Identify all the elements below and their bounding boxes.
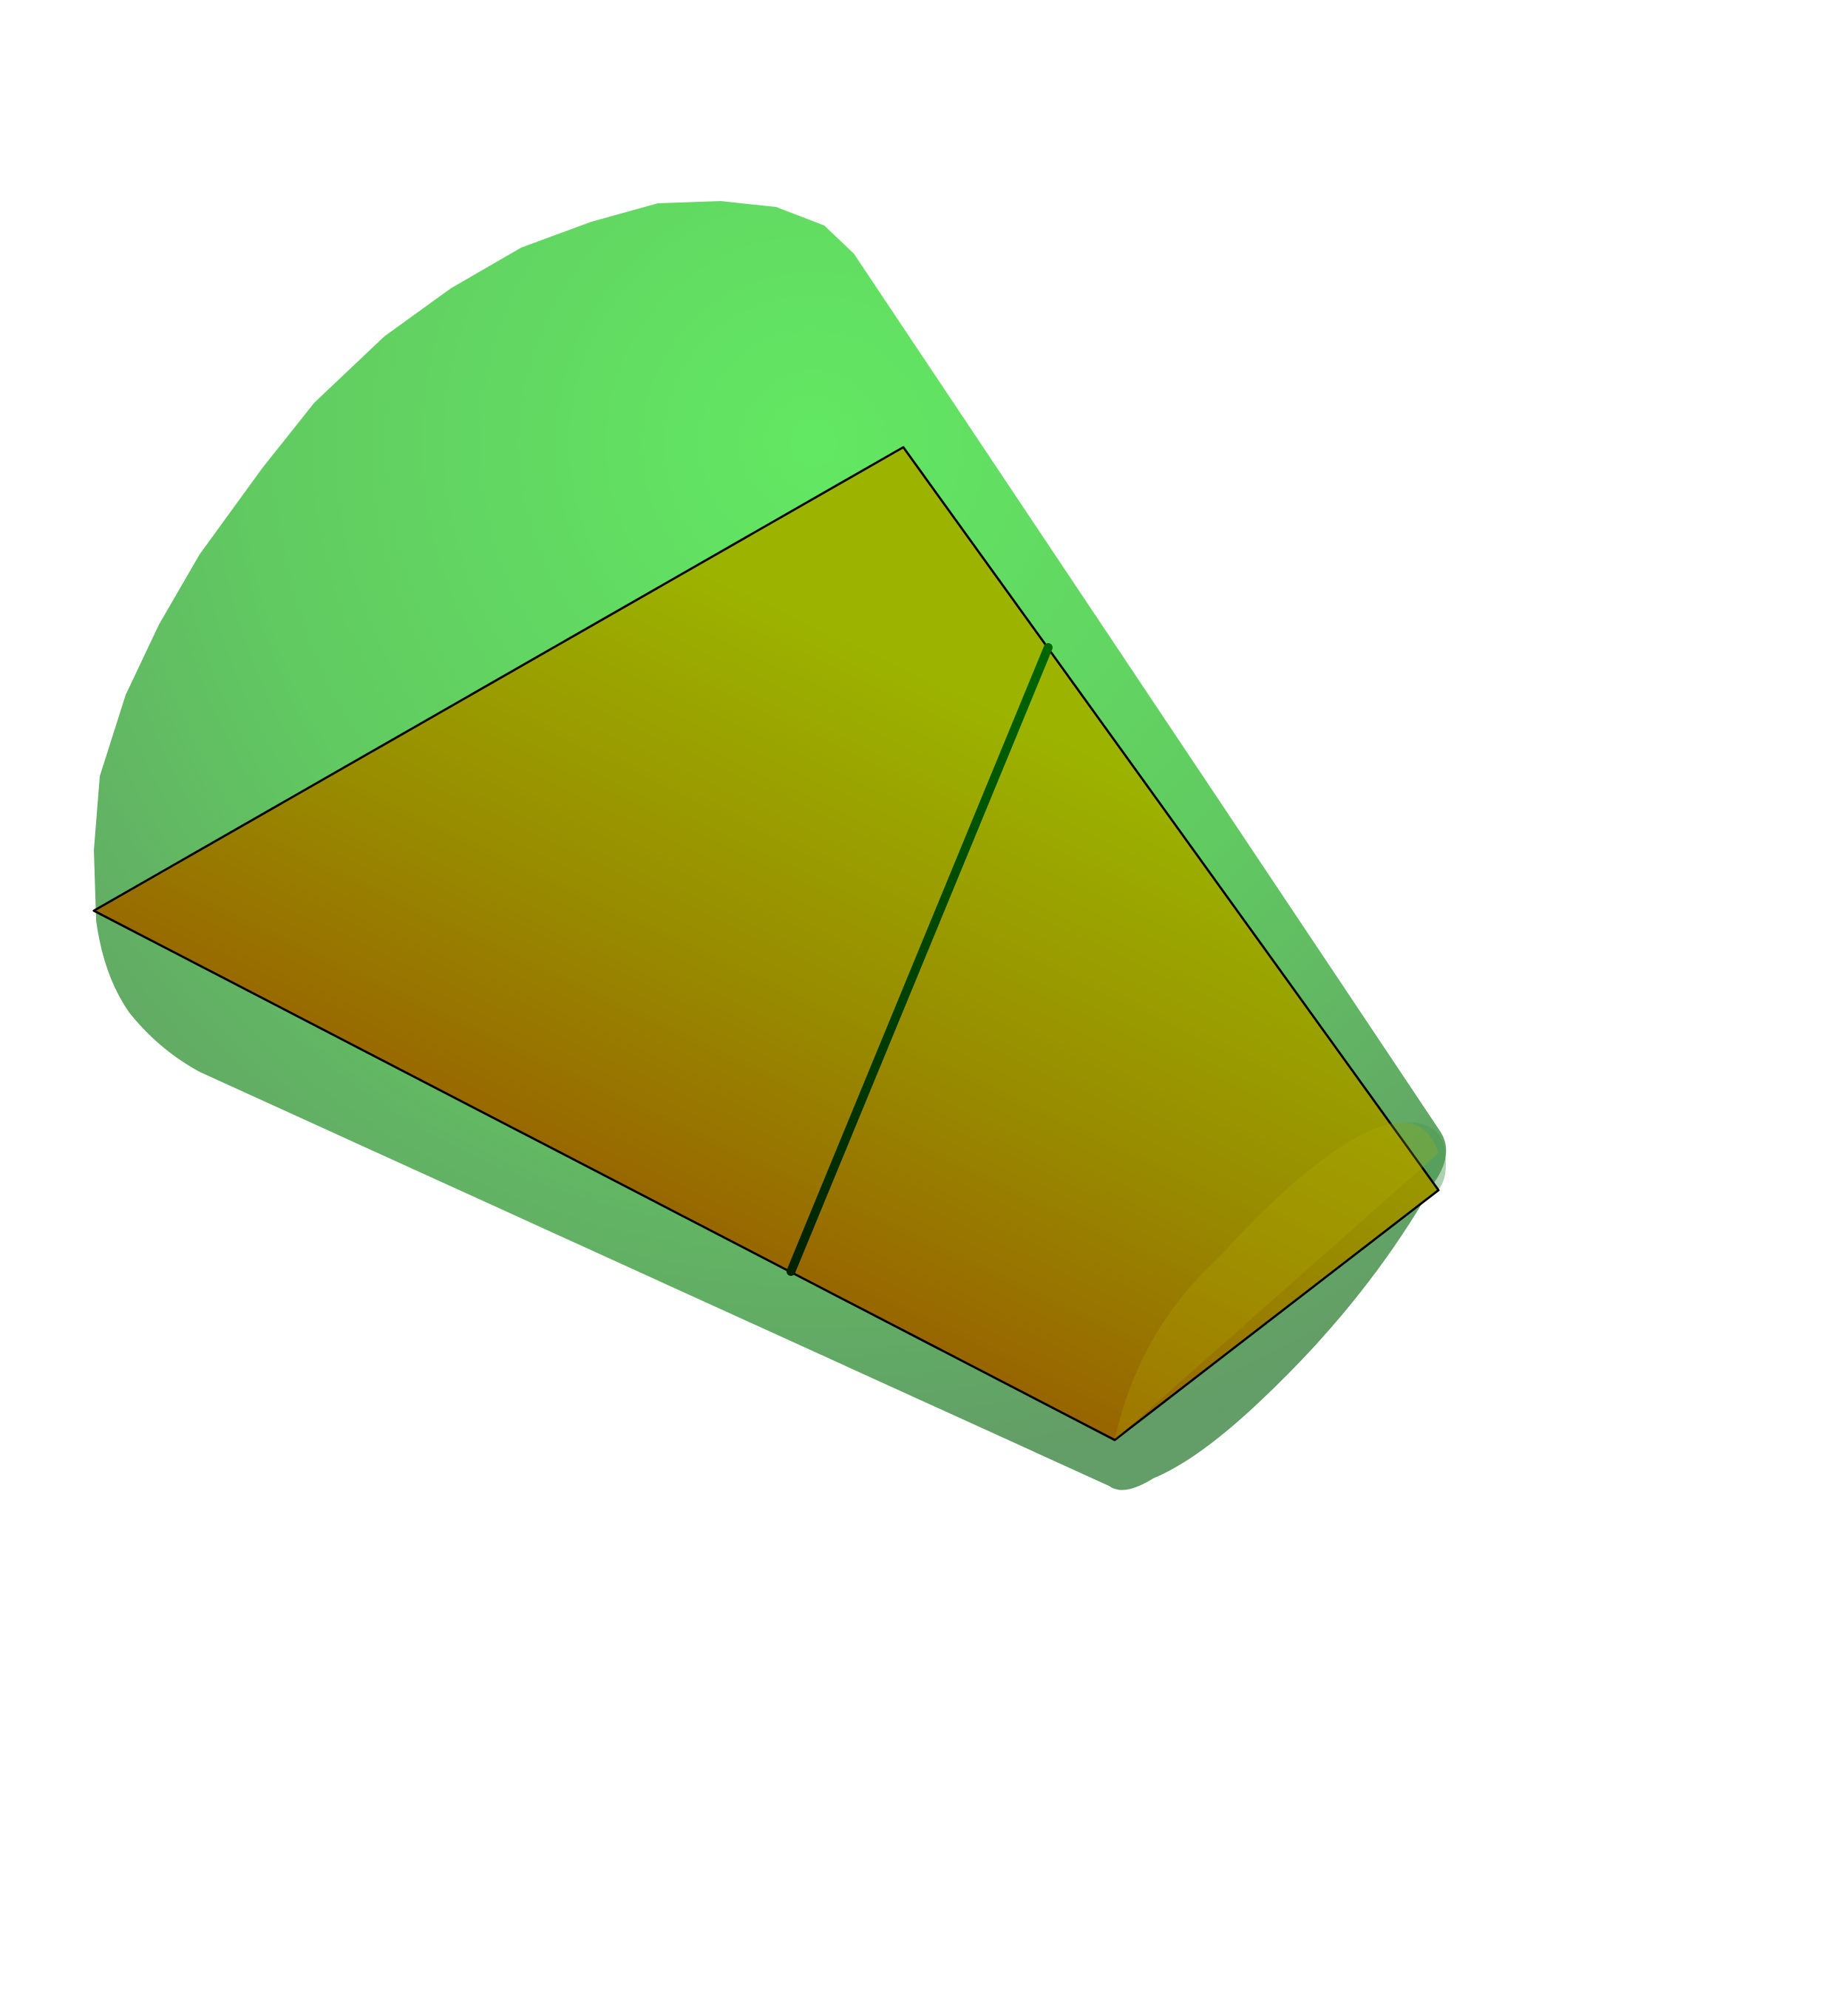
small-base-shade — [1393, 1122, 1446, 1194]
small-base-ellipse — [1115, 1122, 1438, 1440]
inner-segment — [787, 643, 1053, 1276]
cross-section — [92, 446, 1440, 1441]
